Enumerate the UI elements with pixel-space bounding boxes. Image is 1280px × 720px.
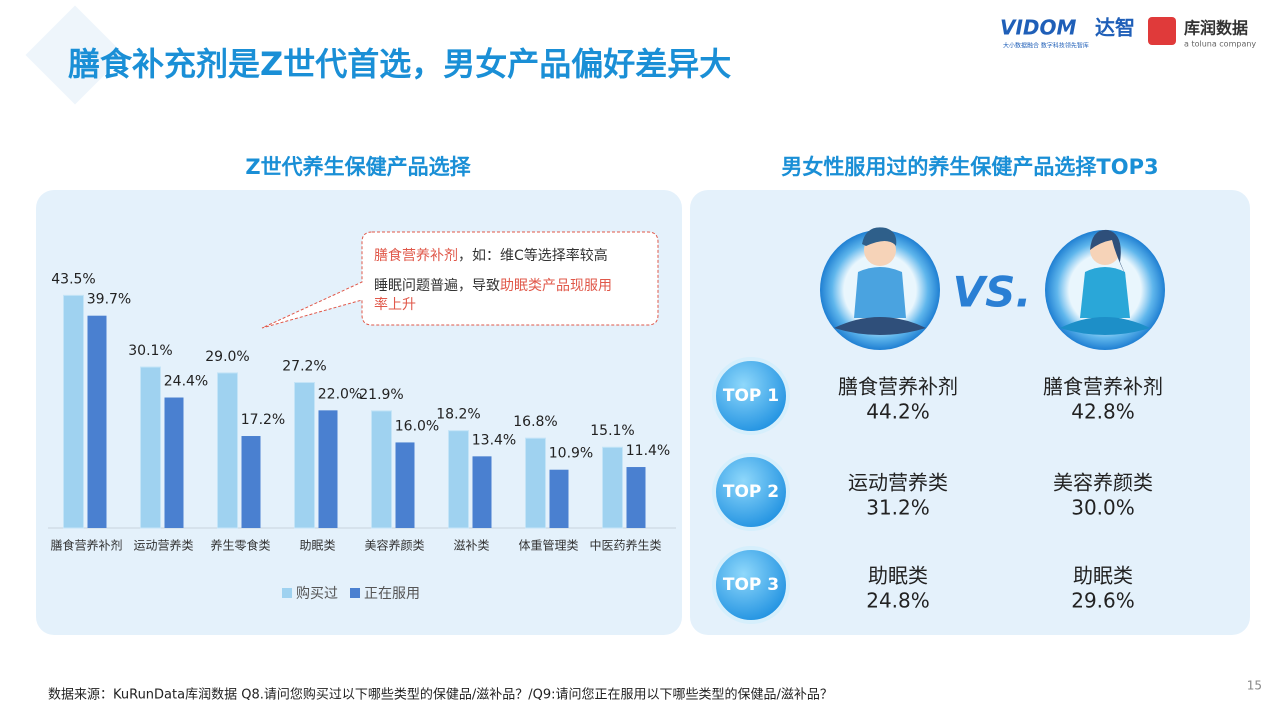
female-name: 美容养颜类 (1053, 471, 1153, 495)
male-value: 44.2% (866, 400, 930, 424)
logo-vidom: VIDOM (1000, 16, 1077, 40)
source: 数据来源：KuRunData库润数据 Q8.请问您购买过以下哪些类型的保健品/滋… (48, 687, 833, 703)
bar (549, 469, 569, 528)
male-name: 助眠类 (868, 564, 928, 588)
data-label: 29.0% (205, 349, 249, 365)
data-label: 16.0% (395, 418, 439, 434)
rank-badge (712, 546, 790, 624)
x-tick-label: 运动营养类 (133, 538, 193, 553)
rank-badge (712, 453, 790, 531)
data-label: 10.9% (549, 446, 593, 462)
legend-swatch (350, 588, 360, 598)
data-label: 22.0% (318, 386, 362, 402)
logo-dazhi: 达智 (1095, 16, 1135, 40)
data-label: 15.1% (590, 423, 634, 439)
data-label: 16.8% (513, 414, 557, 430)
data-label: 24.4% (164, 374, 208, 390)
annotation-box (261, 231, 659, 329)
data-label: 39.7% (87, 292, 131, 308)
bar (217, 372, 238, 529)
data-label: 18.2% (436, 407, 480, 423)
annotation: 膳食营养补剂，如：维C等选择率较高 睡眠问题普遍，导致助眠类产品现服用 率上升 (261, 231, 659, 329)
data-label: 43.5% (51, 271, 95, 287)
male-figure (820, 227, 940, 350)
male-name: 膳食营养补剂 (838, 375, 958, 399)
male-value: 31.2% (866, 496, 930, 520)
female-value: 29.6% (1071, 589, 1135, 613)
female-name: 膳食营养补剂 (1043, 375, 1163, 399)
bar (472, 456, 492, 528)
annotation-line: 睡眠问题普遍，导致助眠类产品现服用 (374, 278, 612, 294)
x-tick-label: 膳食营养补剂 (50, 538, 122, 553)
annotation-text: 率上升 (374, 296, 416, 313)
slide-title: 膳食补充剂是Z世代首选，男女产品偏好差异大 (68, 45, 731, 83)
data-label: 30.1% (128, 343, 172, 359)
annotation-line: 膳食营养补剂，如：维C等选择率较高 (374, 247, 608, 264)
x-tick-label: 养生零食类 (210, 538, 270, 553)
chart-title: Z世代养生保健产品选择 (245, 155, 471, 179)
annotation-text: 膳食营养补剂 (374, 247, 458, 264)
logo-kurun: 库润数据 (1184, 19, 1248, 38)
bar (294, 382, 315, 529)
x-tick-label: 中医药养生类 (589, 538, 661, 553)
bar (371, 410, 392, 529)
bar (87, 315, 107, 528)
rank-label: TOP 1 (723, 386, 779, 406)
data-label: 13.4% (472, 432, 516, 448)
legend-label: 正在服用 (364, 586, 420, 602)
annotation-text: 助眠类产品现服用 (500, 278, 612, 294)
bar (63, 294, 84, 529)
data-label: 11.4% (626, 443, 670, 459)
comparison-title: 男女性服用过的养生保健产品选择TOP3 (781, 155, 1158, 179)
logo-slogan: 大小数据融合 数字科技领先智库 (1003, 42, 1089, 50)
female-name: 助眠类 (1073, 564, 1133, 588)
annotation-text: 睡眠问题普遍，导致 (374, 278, 500, 294)
bar (318, 410, 338, 528)
female-figure (1045, 229, 1165, 350)
x-tick-label: 体重管理类 (518, 538, 578, 553)
x-tick-label: 滋补类 (453, 539, 489, 553)
bar (525, 437, 546, 529)
bar (602, 446, 623, 529)
logo-icon (1148, 17, 1176, 45)
bar (164, 397, 184, 528)
x-tick-label: 助眠类 (299, 539, 335, 553)
bar (626, 467, 646, 528)
page-number: 15 (1247, 679, 1262, 693)
bar (140, 366, 161, 529)
bar (448, 430, 469, 529)
female-value: 42.8% (1071, 400, 1135, 424)
vs: VS. (953, 268, 1032, 317)
male-value: 24.8% (866, 589, 930, 613)
x-tick-label: 美容养颜类 (364, 538, 424, 553)
legend-label: 购买过 (296, 586, 338, 602)
rank-badge (712, 357, 790, 435)
rank-label: TOP 3 (723, 575, 779, 595)
data-label: 17.2% (241, 412, 285, 428)
data-label: 21.9% (359, 387, 403, 403)
male-name: 运动营养类 (848, 471, 948, 495)
bar (395, 442, 415, 528)
logo-kurun-sub: a toluna company (1184, 40, 1256, 49)
data-label: 27.2% (282, 359, 326, 375)
annotation-text: ，如：维C等选择率较高 (458, 247, 608, 264)
bar (241, 436, 261, 528)
female-value: 30.0% (1071, 496, 1135, 520)
legend-swatch (282, 588, 292, 598)
rank-label: TOP 2 (723, 482, 779, 502)
